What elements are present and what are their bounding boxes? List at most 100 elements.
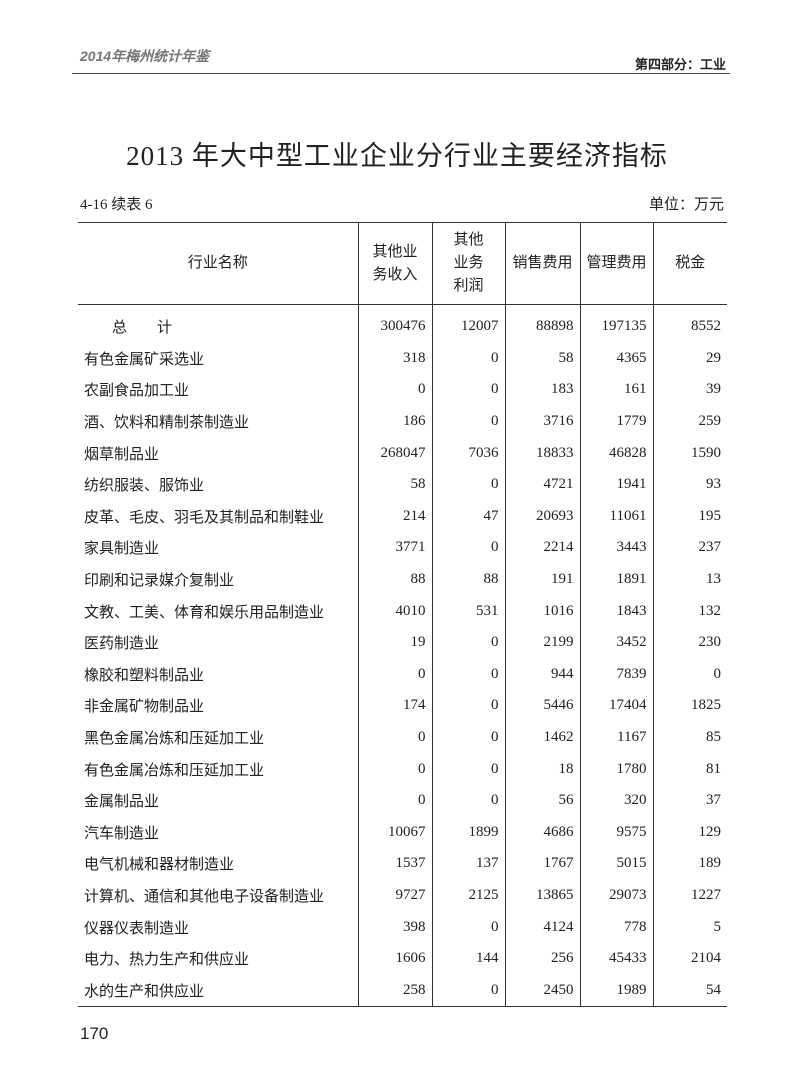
industry-name: 电气机械和器材制造业 bbox=[84, 857, 235, 874]
industry-name: 汽车制造业 bbox=[84, 825, 160, 842]
cell-value: 237 bbox=[652, 532, 727, 564]
page-title: 2013 年大中型工业企业分行业主要经济指标 bbox=[126, 141, 668, 171]
cell-value: 1843 bbox=[579, 595, 653, 627]
book-title: 2014年梅州统计年鉴 bbox=[80, 48, 210, 64]
cell-value: 144 bbox=[431, 942, 505, 975]
cell-value: 29073 bbox=[579, 879, 653, 912]
cell-value: 0 bbox=[357, 753, 432, 785]
cell-value: 0 bbox=[431, 626, 505, 659]
header-row: 行业名称 其他业务收入 其他业务利润 销售费用 管理费用 税金 bbox=[78, 222, 727, 305]
cell-value: 4010 bbox=[357, 595, 432, 627]
cell-value: 88 bbox=[431, 563, 505, 596]
cell-value: 0 bbox=[431, 911, 505, 943]
cell-value: 4365 bbox=[579, 342, 653, 375]
cell-value: 0 bbox=[652, 658, 727, 691]
industry-name: 电力、热力生产和供应业 bbox=[84, 952, 250, 969]
cell-value: 4721 bbox=[504, 468, 580, 501]
column-header: 销售费用 bbox=[504, 222, 580, 305]
column-header: 管理费用 bbox=[579, 222, 653, 305]
table-number: 4-16 续表 6 bbox=[80, 197, 153, 213]
cell-value: 9727 bbox=[357, 879, 432, 912]
section-name: 第四部分：工业 bbox=[634, 57, 726, 72]
cell-value: 17404 bbox=[579, 690, 653, 722]
cell-value: 2104 bbox=[652, 942, 727, 975]
cell-value: 0 bbox=[431, 690, 505, 722]
cell-value: 129 bbox=[652, 816, 727, 849]
industry-name: 金属制品业 bbox=[84, 794, 160, 811]
cell-value: 18 bbox=[504, 753, 580, 785]
cell-value: 0 bbox=[431, 405, 505, 438]
industry-name: 计算机、通信和其他电子设备制造业 bbox=[84, 888, 325, 905]
header-rule bbox=[72, 73, 730, 74]
column-header: 其他业务收入 bbox=[357, 222, 432, 305]
cell-value: 1891 bbox=[579, 563, 653, 596]
industry-name: 烟草制品业 bbox=[84, 446, 160, 463]
cell-value: 85 bbox=[652, 721, 727, 754]
cell-value: 93 bbox=[652, 468, 727, 501]
cell-value: 46828 bbox=[579, 437, 653, 469]
cell-value: 3771 bbox=[357, 532, 432, 564]
industry-name: 总 计 bbox=[112, 320, 173, 337]
table-row: 农副食品加工业 0 0 183 161 39 bbox=[78, 374, 727, 406]
cell-value: 45433 bbox=[579, 942, 653, 975]
table-row: 有色金属矿采选业 318 0 58 4365 29 bbox=[78, 342, 727, 375]
cell-value: 88898 bbox=[504, 304, 580, 343]
cell-value: 531 bbox=[431, 595, 505, 627]
table-row: 纺织服装、服饰业 58 0 4721 1941 93 bbox=[78, 468, 727, 501]
table-row: 仪器仪表制造业 398 0 4124 778 5 bbox=[78, 911, 727, 943]
cell-value: 13 bbox=[652, 563, 727, 596]
cell-value: 778 bbox=[579, 911, 653, 943]
industry-name: 皮革、毛皮、羽毛及其制品和制鞋业 bbox=[84, 509, 325, 526]
cell-value: 1167 bbox=[579, 721, 653, 754]
cell-value: 1462 bbox=[504, 721, 580, 754]
cell-value: 54 bbox=[652, 974, 727, 1008]
table-row: 皮革、毛皮、羽毛及其制品和制鞋业 214 47 20693 11061 195 bbox=[78, 500, 727, 533]
cell-value: 7036 bbox=[431, 437, 505, 469]
cell-value: 1780 bbox=[579, 753, 653, 785]
cell-value: 4686 bbox=[504, 816, 580, 849]
table-row: 总 计 300476 12007 88898 197135 8552 bbox=[78, 304, 727, 343]
column-header: 税金 bbox=[652, 222, 727, 305]
cell-value: 1590 bbox=[652, 437, 727, 469]
cell-value: 3443 bbox=[579, 532, 653, 564]
cell-value: 161 bbox=[579, 374, 653, 406]
industry-name: 水的生产和供应业 bbox=[78, 974, 358, 1008]
industry-name: 农副食品加工业 bbox=[84, 383, 190, 400]
cell-value: 0 bbox=[357, 721, 432, 754]
cell-value: 29 bbox=[652, 342, 727, 375]
cell-value: 2450 bbox=[504, 974, 580, 1008]
table-row: 文教、工美、体育和娱乐用品制造业 4010 531 1016 1843 132 bbox=[78, 595, 727, 627]
table-row: 医药制造业 19 0 2199 3452 230 bbox=[78, 626, 727, 659]
cell-value: 230 bbox=[652, 626, 727, 659]
cell-value: 19 bbox=[357, 626, 432, 659]
cell-value: 195 bbox=[652, 500, 727, 533]
cell-value: 47 bbox=[431, 500, 505, 533]
cell-value: 944 bbox=[504, 658, 580, 691]
cell-value: 18833 bbox=[504, 437, 580, 469]
cell-value: 58 bbox=[504, 342, 580, 375]
table-row: 有色金属冶炼和压延加工业 0 0 18 1780 81 bbox=[78, 753, 727, 785]
table-row: 橡胶和塑料制品业 0 0 944 7839 0 bbox=[78, 658, 727, 691]
cell-value: 318 bbox=[357, 342, 432, 375]
cell-value: 1899 bbox=[431, 816, 505, 849]
cell-value: 1537 bbox=[357, 848, 432, 880]
table-row: 黑色金属冶炼和压延加工业 0 0 1462 1167 85 bbox=[78, 721, 727, 754]
cell-value: 12007 bbox=[431, 304, 505, 343]
data-table: 行业名称 其他业务收入 其他业务利润 销售费用 管理费用 税金 总 计 300476 1200… bbox=[78, 222, 727, 1008]
industry-name: 有色金属冶炼和压延加工业 bbox=[84, 762, 265, 779]
page-number: 170 bbox=[80, 1024, 109, 1043]
cell-value: 37 bbox=[652, 784, 727, 817]
industry-name: 文教、工美、体育和娱乐用品制造业 bbox=[84, 604, 325, 621]
cell-value: 1606 bbox=[357, 942, 432, 975]
industry-name: 有色金属矿采选业 bbox=[84, 351, 205, 368]
cell-value: 258 bbox=[357, 974, 432, 1008]
cell-value: 137 bbox=[431, 848, 505, 880]
cell-value: 2125 bbox=[431, 879, 505, 912]
cell-value: 0 bbox=[431, 721, 505, 754]
cell-value: 5015 bbox=[579, 848, 653, 880]
cell-value: 0 bbox=[357, 784, 432, 817]
table-row: 家具制造业 3771 0 2214 3443 237 bbox=[78, 532, 727, 564]
cell-value: 214 bbox=[357, 500, 432, 533]
industry-name: 纺织服装、服饰业 bbox=[84, 478, 205, 495]
table-row: 汽车制造业 10067 1899 4686 9575 129 bbox=[78, 816, 727, 849]
